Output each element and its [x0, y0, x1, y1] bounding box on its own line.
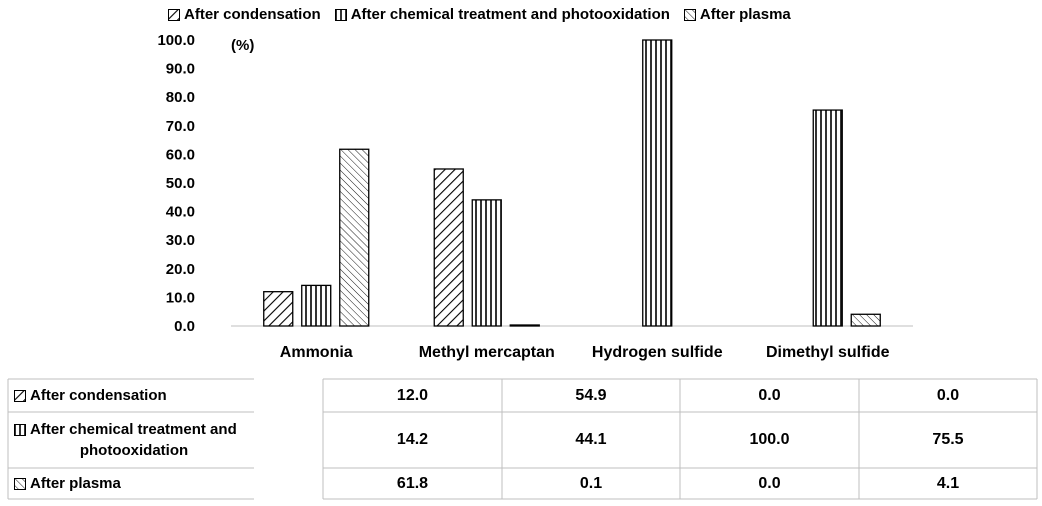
- bar: [263, 291, 294, 327]
- x-category-label: Hydrogen sulfide: [592, 344, 723, 361]
- bar: [471, 199, 502, 327]
- x-category-label: Ammonia: [280, 344, 353, 361]
- y-tick-label: 90.0: [166, 61, 195, 78]
- y-tick-label: 20.0: [166, 261, 195, 278]
- bar: [642, 39, 673, 327]
- x-category-label: Dimethyl sulfide: [766, 344, 890, 361]
- x-category-label: Methyl mercaptan: [419, 344, 555, 361]
- y-tick-label: 50.0: [166, 175, 195, 192]
- x-axis-labels: Ammonia Methyl mercaptan Hydrogen sulfide D…: [280, 344, 890, 361]
- legend-swatch-condensation: [168, 8, 180, 21]
- y-tick-label: 70.0: [166, 118, 195, 135]
- y-tick-label: 100.0: [157, 32, 195, 49]
- bar: [850, 313, 881, 327]
- legend-label-chemical: After chemical treatment and photooxidat…: [350, 6, 670, 23]
- y-tick-label: 80.0: [166, 89, 195, 106]
- y-tick-label: 10.0: [166, 289, 195, 306]
- bar: [509, 324, 540, 327]
- y-tick-label: 60.0: [166, 146, 195, 163]
- legend-swatch-plasma: [683, 8, 696, 21]
- y-axis-ticks: 0.0 10.0 20.0 30.0 40.0 50.0 60.0 70.0 80.0 90.0 1…: [157, 32, 195, 335]
- bar: [301, 284, 332, 327]
- legend-item-plasma: After plasma: [683, 6, 791, 23]
- legend-label-plasma: After plasma: [699, 6, 791, 23]
- legend-swatch-chemical: [334, 8, 347, 21]
- chart-legend: After condensation After chemical treatm…: [168, 6, 791, 23]
- bar: [339, 148, 370, 327]
- bar: [812, 109, 843, 327]
- legend-item-condensation: After condensation: [168, 6, 321, 23]
- legend-label-condensation: After condensation: [184, 6, 321, 23]
- y-tick-label: 40.0: [166, 204, 195, 221]
- legend-item-chemical: After chemical treatment and photooxidat…: [334, 6, 670, 23]
- unit-label: (%): [231, 37, 254, 54]
- bar: [433, 168, 464, 327]
- data-table-grid: [7, 378, 1038, 500]
- y-tick-label: 0.0: [174, 318, 195, 335]
- y-tick-label: 30.0: [166, 232, 195, 249]
- bars-group: [263, 39, 881, 327]
